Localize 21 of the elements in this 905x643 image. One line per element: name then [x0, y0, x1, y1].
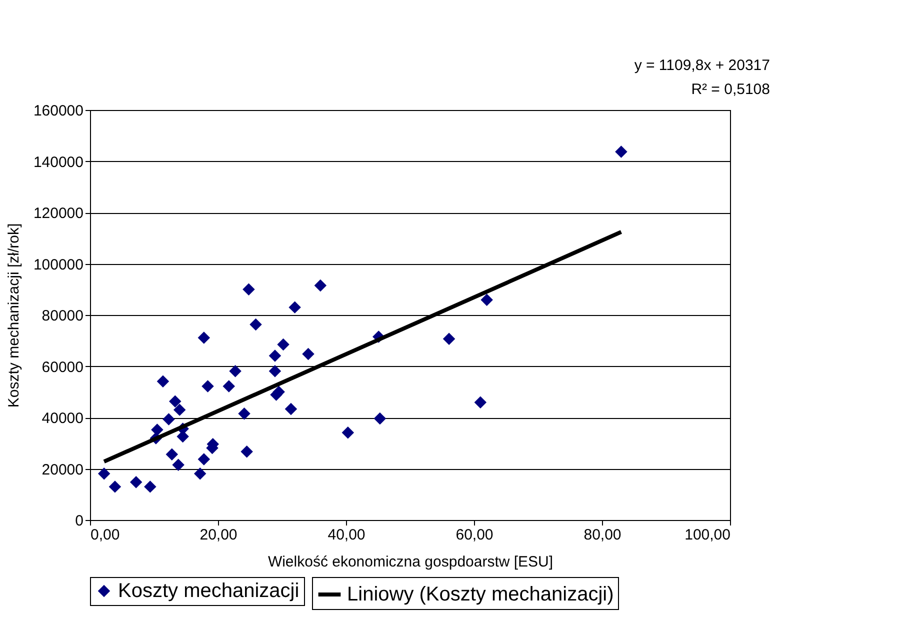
- x-tick-label: 80,00: [584, 526, 622, 544]
- x-tick-label: 0,00: [90, 526, 120, 544]
- x-tick-label: 60,00: [456, 526, 494, 544]
- x-axis-title: Wielkość ekonomiczna gospdoarstw [ESU]: [268, 554, 554, 570]
- text: y = 1109,8x + 20317: [634, 57, 770, 74]
- y-axis-title: Koszty mechanizacji [zł/rok]: [5, 223, 22, 408]
- y-tick-label: 40000: [42, 410, 84, 427]
- y-tick-label: 60000: [42, 358, 84, 376]
- legend-label: Liniowy (Koszty mechanizacji): [347, 584, 614, 606]
- x-tick-label: 20,00: [200, 526, 238, 544]
- x-tick-label: 40,00: [328, 526, 366, 544]
- legend-label: Koszty mechanizacji: [118, 580, 300, 602]
- y-tick-label: 120000: [33, 205, 84, 222]
- y-tick-label: 80000: [42, 308, 84, 324]
- x-tick-label: 100,00: [684, 526, 730, 544]
- y-tick-label: 140000: [33, 154, 84, 171]
- y-tick-label: 100000: [33, 256, 84, 274]
- y-tick-label: 20000: [42, 461, 84, 478]
- y-tick-label: 160000: [33, 102, 84, 120]
- y-tick-label: 0: [75, 512, 84, 530]
- text: R² = 0,5108: [691, 81, 770, 98]
